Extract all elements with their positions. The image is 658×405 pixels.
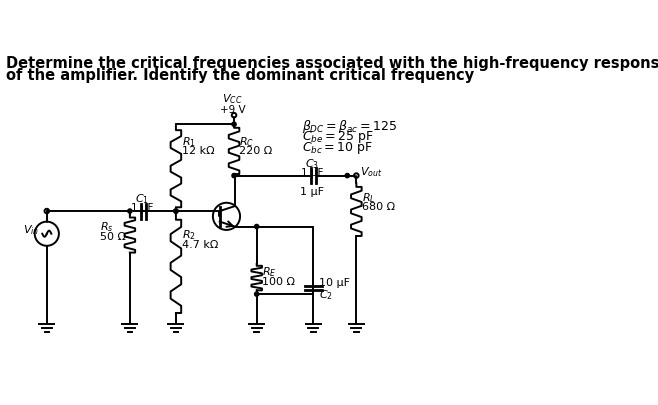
Text: 220 Ω: 220 Ω <box>239 145 272 156</box>
Text: Determine the critical frequencies associated with the high-frequency response: Determine the critical frequencies assoc… <box>6 55 658 70</box>
Circle shape <box>128 209 132 214</box>
Text: $V_{in}$: $V_{in}$ <box>23 223 39 237</box>
Text: 1 μF: 1 μF <box>131 202 153 212</box>
Text: $R_C$: $R_C$ <box>239 134 254 148</box>
Circle shape <box>232 123 236 127</box>
Text: of the amplifier. Identify the dominant critical frequency: of the amplifier. Identify the dominant … <box>6 68 474 83</box>
Text: 1 μF: 1 μF <box>301 167 323 177</box>
Text: $V_{CC}$: $V_{CC}$ <box>222 92 243 106</box>
Circle shape <box>255 292 259 296</box>
Text: 10 μF: 10 μF <box>318 277 349 287</box>
Text: $R_L$: $R_L$ <box>363 190 376 204</box>
Text: 50 Ω: 50 Ω <box>99 231 126 241</box>
Text: $C_2$: $C_2$ <box>318 288 332 301</box>
Text: $R_1$: $R_1$ <box>182 134 196 148</box>
Text: 680 Ω: 680 Ω <box>363 201 395 211</box>
Text: 100 Ω: 100 Ω <box>262 276 295 286</box>
Circle shape <box>255 225 259 229</box>
Circle shape <box>232 174 236 178</box>
Text: $R_s$: $R_s$ <box>99 220 113 234</box>
Text: 1 μF: 1 μF <box>300 186 324 196</box>
Text: $R_E$: $R_E$ <box>262 265 276 279</box>
Circle shape <box>174 209 178 214</box>
Text: $V_{out}$: $V_{out}$ <box>360 165 383 179</box>
Text: $C_{bc} = 10\ \mathrm{pF}$: $C_{bc} = 10\ \mathrm{pF}$ <box>302 140 373 156</box>
Circle shape <box>174 209 178 214</box>
Text: $C_{be} = 25\ \mathrm{pF}$: $C_{be} = 25\ \mathrm{pF}$ <box>302 129 374 145</box>
Circle shape <box>345 174 349 178</box>
Text: 12 kΩ: 12 kΩ <box>182 145 215 156</box>
Text: $R_2$: $R_2$ <box>182 227 196 241</box>
Text: $C_3$: $C_3$ <box>305 157 319 171</box>
Text: $C_1$: $C_1$ <box>135 192 149 206</box>
Text: +9 V: +9 V <box>220 104 245 114</box>
Text: 4.7 kΩ: 4.7 kΩ <box>182 239 218 249</box>
Text: $\beta_{DC} = \beta_{ac} = 125$: $\beta_{DC} = \beta_{ac} = 125$ <box>302 117 397 134</box>
